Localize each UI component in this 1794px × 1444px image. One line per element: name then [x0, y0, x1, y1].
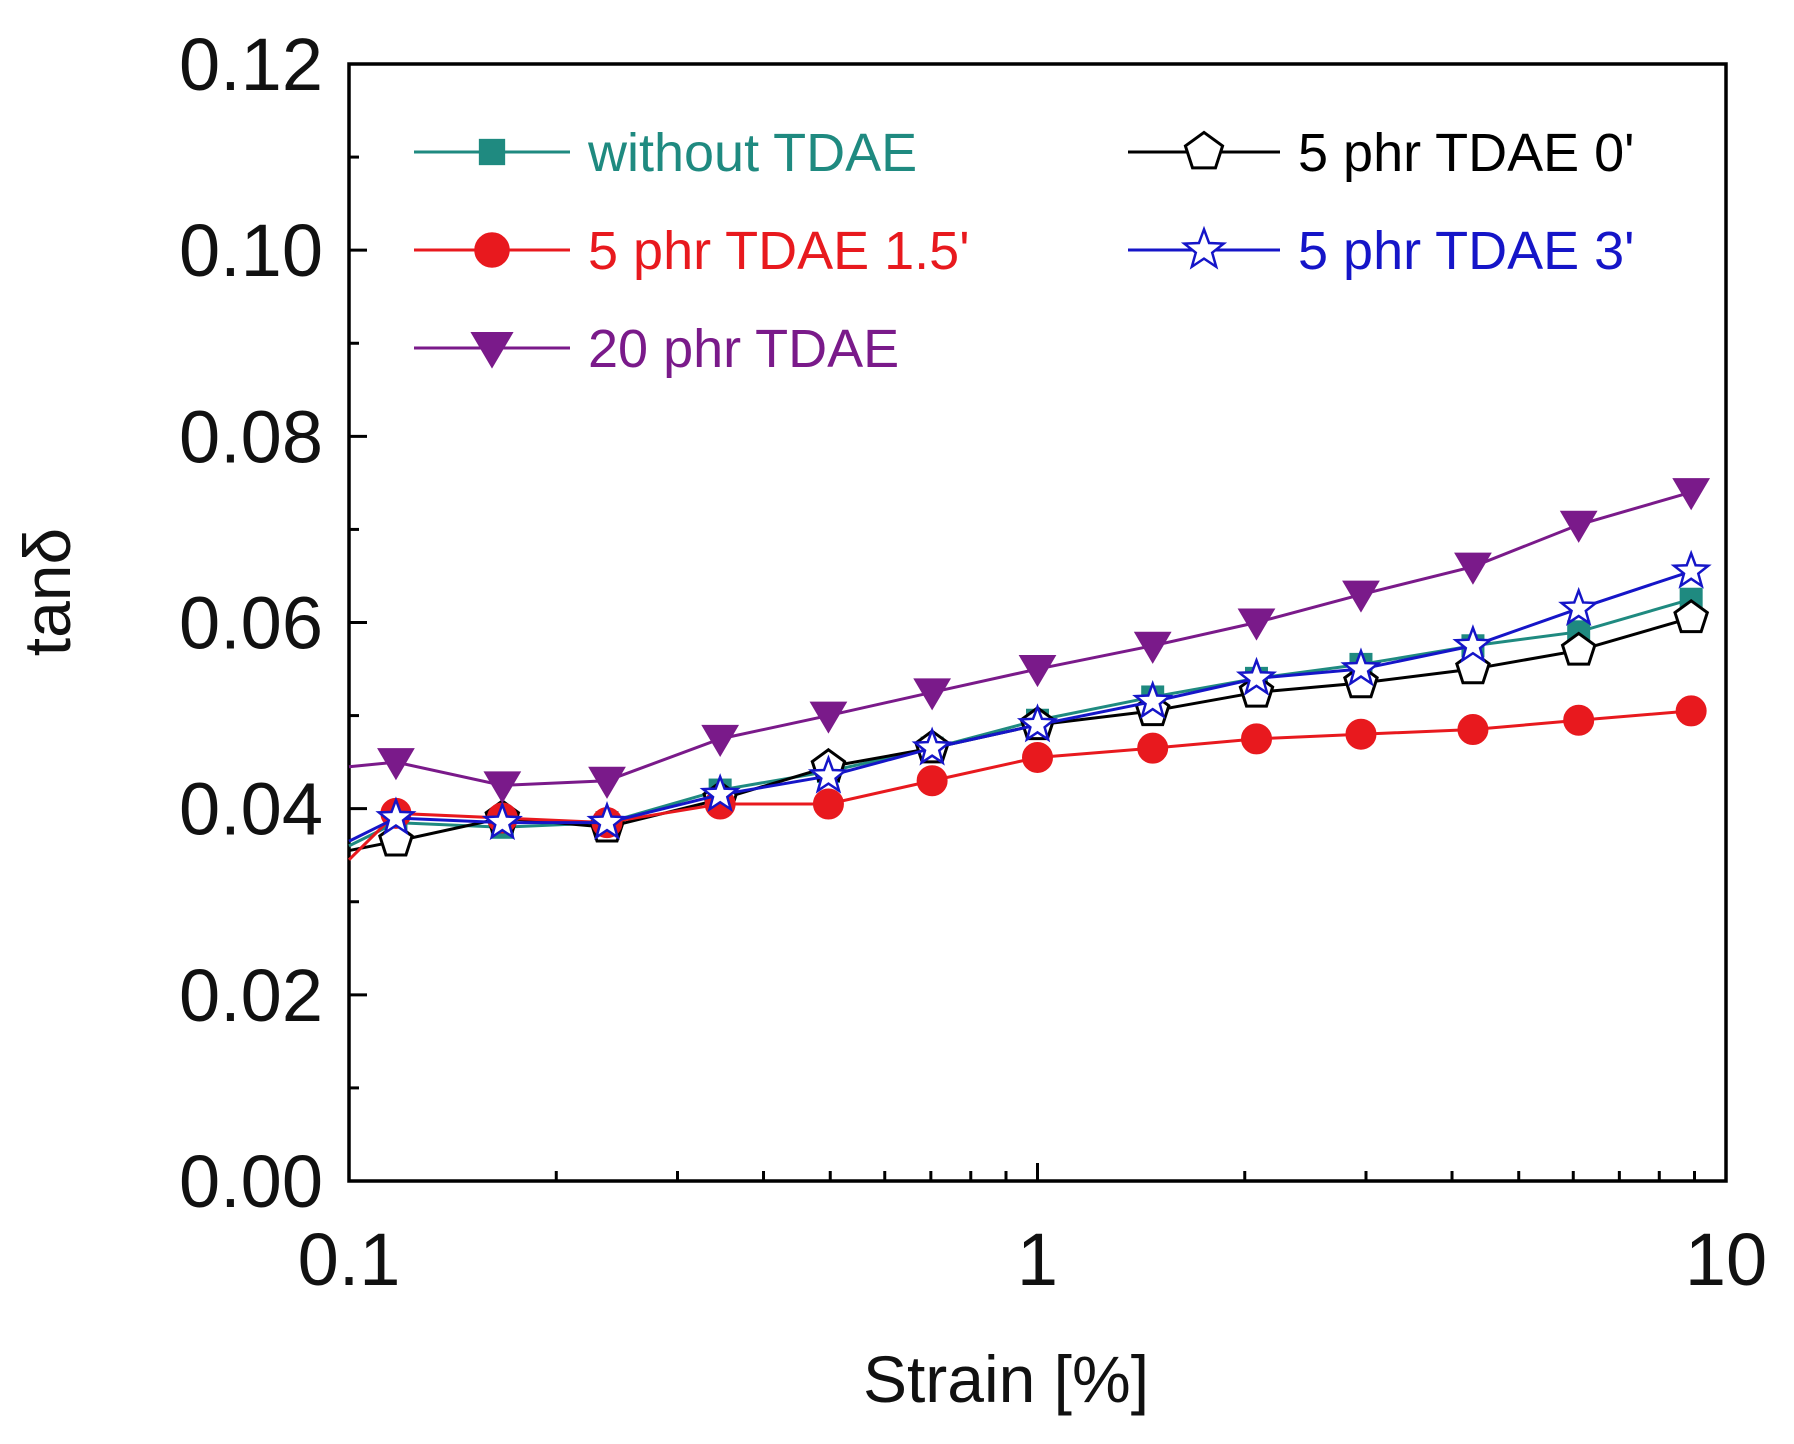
legend-label: 20 phr TDAE	[588, 319, 899, 379]
series-line	[347, 709, 1692, 861]
x-axis-title: Strain [%]	[863, 1342, 1149, 1416]
data-point	[701, 724, 740, 757]
series-20-phr-tdae	[348, 478, 1711, 804]
x-tick-label: 10	[1685, 1218, 1767, 1301]
data-point	[1672, 478, 1711, 511]
data-point	[1133, 631, 1172, 664]
data-point	[812, 788, 844, 820]
data-point	[809, 701, 848, 734]
data-point	[916, 765, 948, 797]
y-tick-label: 0.08	[179, 395, 323, 478]
data-point	[1340, 647, 1382, 687]
data-point	[1237, 608, 1276, 641]
data-point	[1022, 741, 1053, 773]
data-point	[377, 748, 415, 781]
data-point	[1235, 656, 1278, 696]
y-tick-label: 0.02	[179, 954, 323, 1037]
legend-marker	[478, 138, 506, 166]
data-point	[911, 726, 953, 766]
legend-item-20-phr-tdae: 20 phr TDAE	[414, 319, 899, 379]
data-point	[1132, 680, 1174, 720]
data-point	[586, 801, 628, 841]
data-point	[1454, 552, 1492, 585]
legend-marker	[1180, 225, 1228, 270]
legend-marker	[470, 331, 514, 369]
series-5-phr-tdae-3	[348, 549, 1712, 843]
data-point	[483, 771, 522, 804]
y-tick-label: 0.10	[179, 209, 323, 292]
data-point	[1345, 718, 1377, 750]
data-point	[481, 801, 523, 841]
data-point	[1016, 703, 1059, 743]
legend-label: without TDAE	[587, 123, 917, 183]
data-point	[913, 678, 952, 711]
legend-item-5-phr-tdae-1-5: 5 phr TDAE 1.5'	[414, 221, 970, 281]
data-point	[1563, 704, 1595, 736]
legend-marker	[474, 232, 510, 268]
x-tick-label: 0.1	[298, 1218, 401, 1301]
data-point	[1675, 695, 1707, 727]
legend-item-5-phr-tdae-3: 5 phr TDAE 3'	[1128, 221, 1634, 281]
data-point	[1457, 714, 1489, 746]
legend: without TDAE 5 phr TDAE 1.5' 20 phr TDAE 5 …	[414, 123, 1634, 379]
axes: 0.00 0.02 0.04 0.06 0.08 0.10 0.12 0.1 1 10	[179, 23, 1767, 1301]
x-tick-label: 1	[1017, 1218, 1058, 1301]
data-point	[1342, 580, 1380, 613]
data-point	[1670, 549, 1712, 589]
series-line	[348, 490, 1692, 787]
legend-marker	[1183, 130, 1225, 170]
data-point	[1018, 655, 1057, 688]
data-point	[1673, 598, 1710, 634]
data-point	[699, 773, 741, 813]
y-tick-label: 0.04	[179, 768, 323, 851]
y-tick-label: 0.06	[179, 582, 323, 665]
legend-label: 5 phr TDAE 1.5'	[588, 221, 970, 281]
legend-item-5-phr-tdae-0: 5 phr TDAE 0'	[1128, 123, 1634, 183]
data-point	[1240, 723, 1272, 755]
series-layer	[347, 478, 1712, 861]
legend-label: 5 phr TDAE 3'	[1298, 221, 1634, 281]
legend-item-without-tdae: without TDAE	[414, 123, 917, 183]
data-point	[1137, 732, 1169, 764]
data-point	[588, 766, 626, 799]
data-point	[807, 754, 849, 794]
data-point	[375, 796, 417, 836]
data-point	[1452, 624, 1494, 664]
series-line	[348, 569, 1692, 843]
data-point	[1558, 586, 1600, 627]
legend-label: 5 phr TDAE 0'	[1298, 123, 1634, 183]
y-tick-label: 0.00	[179, 1140, 323, 1223]
data-point	[1559, 510, 1598, 543]
y-axis-title: tanδ	[10, 528, 84, 657]
data-point	[1560, 631, 1597, 666]
y-tick-label: 0.12	[179, 23, 323, 106]
